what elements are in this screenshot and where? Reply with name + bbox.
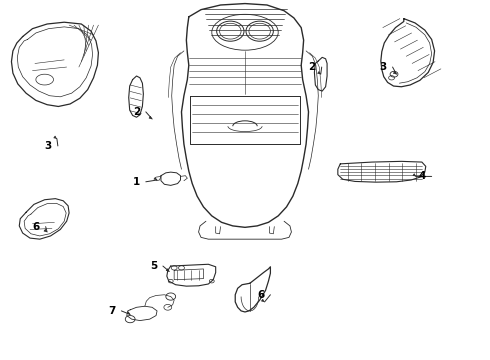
Text: 4: 4 [418,171,426,181]
Text: 2: 2 [309,62,316,72]
Text: 3: 3 [45,141,52,151]
Text: 3: 3 [379,62,387,72]
Text: 5: 5 [150,261,157,271]
Text: 2: 2 [133,107,140,117]
Text: 6: 6 [32,222,40,231]
Text: 1: 1 [133,177,140,187]
Text: 6: 6 [257,290,265,300]
Text: 7: 7 [108,306,116,316]
